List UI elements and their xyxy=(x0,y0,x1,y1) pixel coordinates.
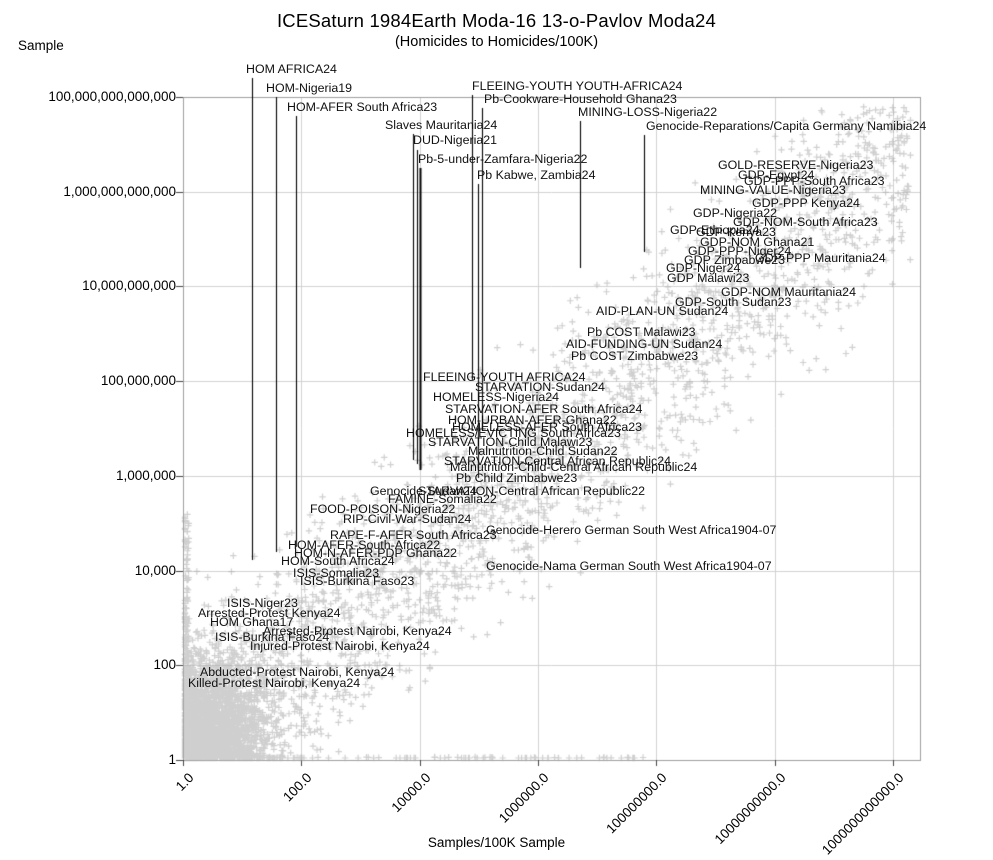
y-tick-label: 1,000,000,000,000 xyxy=(63,183,176,199)
annotation-label: Malnutrition-Child Sudan22 xyxy=(468,444,618,458)
annotation-label: Genocide-Herero German South West Africa… xyxy=(486,523,777,537)
annotation-label: GDP-NOM Ghana21 xyxy=(700,235,815,249)
annotation-label: ISIS-Somalia23 xyxy=(293,566,380,580)
annotation-label: Abducted-Protest Nairobi, Kenya24 xyxy=(200,665,395,679)
y-tick-label: 100 xyxy=(153,657,176,673)
annotation-label: FLEEING-YOUTH AFRICA24 xyxy=(423,370,586,384)
annotation-label: Pb Kabwe, Zambia24 xyxy=(477,168,596,182)
y-tick-label: 1 xyxy=(168,752,176,767)
annotation-label: HOM-AFER-South-Africa22 xyxy=(288,538,441,552)
annotation-label: GDP-NOM-South Africa23 xyxy=(733,215,878,229)
y-tick-label: 100,000,000 xyxy=(100,373,176,389)
annotation-label: HOM Ghana17 xyxy=(210,615,294,629)
y-tick-label: 1,000,000 xyxy=(115,467,176,483)
annotation-label: HOM-South Africa24 xyxy=(281,554,395,568)
y-tick-label: 100,000,000,000,000 xyxy=(48,89,176,104)
annotation-label: GDP-Nigeria22 xyxy=(693,206,778,220)
annotation-label: RIP-Civil-War-Sudan24 xyxy=(343,512,472,526)
annotation-label: Genocide-Nama German South West Africa19… xyxy=(486,559,772,573)
annotation-label: Malnutrition-Child-Central African Repub… xyxy=(450,460,698,474)
annotation-label: HOM-N-AFER-PDP Ghana22 xyxy=(294,546,457,560)
annotation-label: GDP Zimbabwe23 xyxy=(684,253,786,267)
annotation-label: GDP-Egypt24 xyxy=(738,168,815,182)
annotation-label: GDP Malawi23 xyxy=(667,271,750,285)
annotation-label: HOM AFRICA24 xyxy=(246,62,337,76)
annotation-label: Arrested-Protest Kenya24 xyxy=(198,606,341,620)
annotation-label: AID-PLAN-UN Sudan24 xyxy=(596,304,729,318)
annotation-label: AID-FUNDING-UN Sudan24 xyxy=(566,337,723,351)
annotation-label: RAPE-F-AFER South Africa23 xyxy=(330,528,497,542)
annotation-label: DUD-Nigeria21 xyxy=(413,133,498,147)
annotation-label: MINING-LOSS-Nigeria22 xyxy=(578,105,718,119)
annotation-label: HOMELESS/EVICTING South Africa23 xyxy=(406,426,621,440)
annotation-label: STARVATION-Child Malawi23 xyxy=(428,435,593,449)
annotation-label: HOMELESS-Nigeria24 xyxy=(433,390,560,404)
annotation-label: STARVATION-Central African Republic22 xyxy=(418,484,646,498)
annotation-label: Killed-Protest Nairobi, Kenya24 xyxy=(188,676,361,690)
annotation-label: GDP-PPP-Niger24 xyxy=(688,244,792,258)
annotation-label: Pb COST Malawi23 xyxy=(587,325,696,339)
annotation-label: ISIS-Burkina Faso24 xyxy=(215,630,330,644)
annotation-label: ISIS-Burkina Faso23 xyxy=(300,574,415,588)
annotation-label: GDP-Ethiopia24 xyxy=(670,223,760,237)
annotation-label: FLEEING-YOUTH YOUTH-AFRICA24 xyxy=(472,79,683,93)
annotation-label: STARVATION-Central African Republic24 xyxy=(444,454,672,468)
annotation-label: HOM-Nigeria19 xyxy=(266,81,353,95)
annotation-label: GDP-Niger24 xyxy=(666,261,741,275)
annotation-label: Arrested-Protest Nairobi, Kenya24 xyxy=(263,624,452,638)
y-tick-label: 10,000,000,000 xyxy=(82,278,176,294)
annotation-label: Pb-Cookware-Household Ghana23 xyxy=(484,92,677,106)
x-axis-title: Samples/100K Sample xyxy=(427,835,566,850)
annotation-label: Injured-Protest Nairobi, Kenya24 xyxy=(250,639,430,653)
annotation-label: GDP-PPP Kenya24 xyxy=(752,196,860,210)
annotation-label: GDP-Kenya23 xyxy=(696,225,776,239)
annotation-label: Pb-5-under-Zamfara-Nigeria22 xyxy=(418,152,588,166)
annotation-label: STARVATION-Sudan24 xyxy=(475,380,605,394)
annotation-label: HOM-URBAN-AFER-Ghana22 xyxy=(448,413,617,427)
annotation-label: FAMINE-Somalia22 xyxy=(388,492,497,506)
annotation-label: Pb Child Zimbabwe23 xyxy=(456,471,578,485)
annotation-label: ISIS-Niger23 xyxy=(227,596,298,610)
annotation-label: FOOD-POISON-Nigeria22 xyxy=(310,502,456,516)
annotation-label: GDP-PPP Mauritania24 xyxy=(755,251,886,265)
annotation-label: MINING-VALUE-Nigeria23 xyxy=(700,183,846,197)
annotation-label: HOMELESS-AFER South Africa23 xyxy=(452,420,643,434)
annotation-label: Pb COST Zimbabwe23 xyxy=(571,349,699,363)
annotation-label: Slaves Mauritania24 xyxy=(385,118,498,132)
annotation-label: Genocide-Sudan24 xyxy=(370,484,477,498)
annotation-label: HOM-AFER South Africa23 xyxy=(287,100,438,114)
annotation-label: GDP-NOM Mauritania24 xyxy=(721,285,856,299)
annotation-label: Genocide-Reparations/Capita Germany Nami… xyxy=(646,119,927,133)
annotation-label: GDP-South Sudan23 xyxy=(675,295,792,309)
annotation-label: GDP-PPP-South Africa23 xyxy=(744,174,885,188)
annotation-label: GOLD-RESERVE-Nigeria23 xyxy=(718,158,874,172)
y-tick-label: 10,000 xyxy=(134,562,176,578)
annotation-label: STARVATION-AFER South Africa24 xyxy=(445,402,643,416)
